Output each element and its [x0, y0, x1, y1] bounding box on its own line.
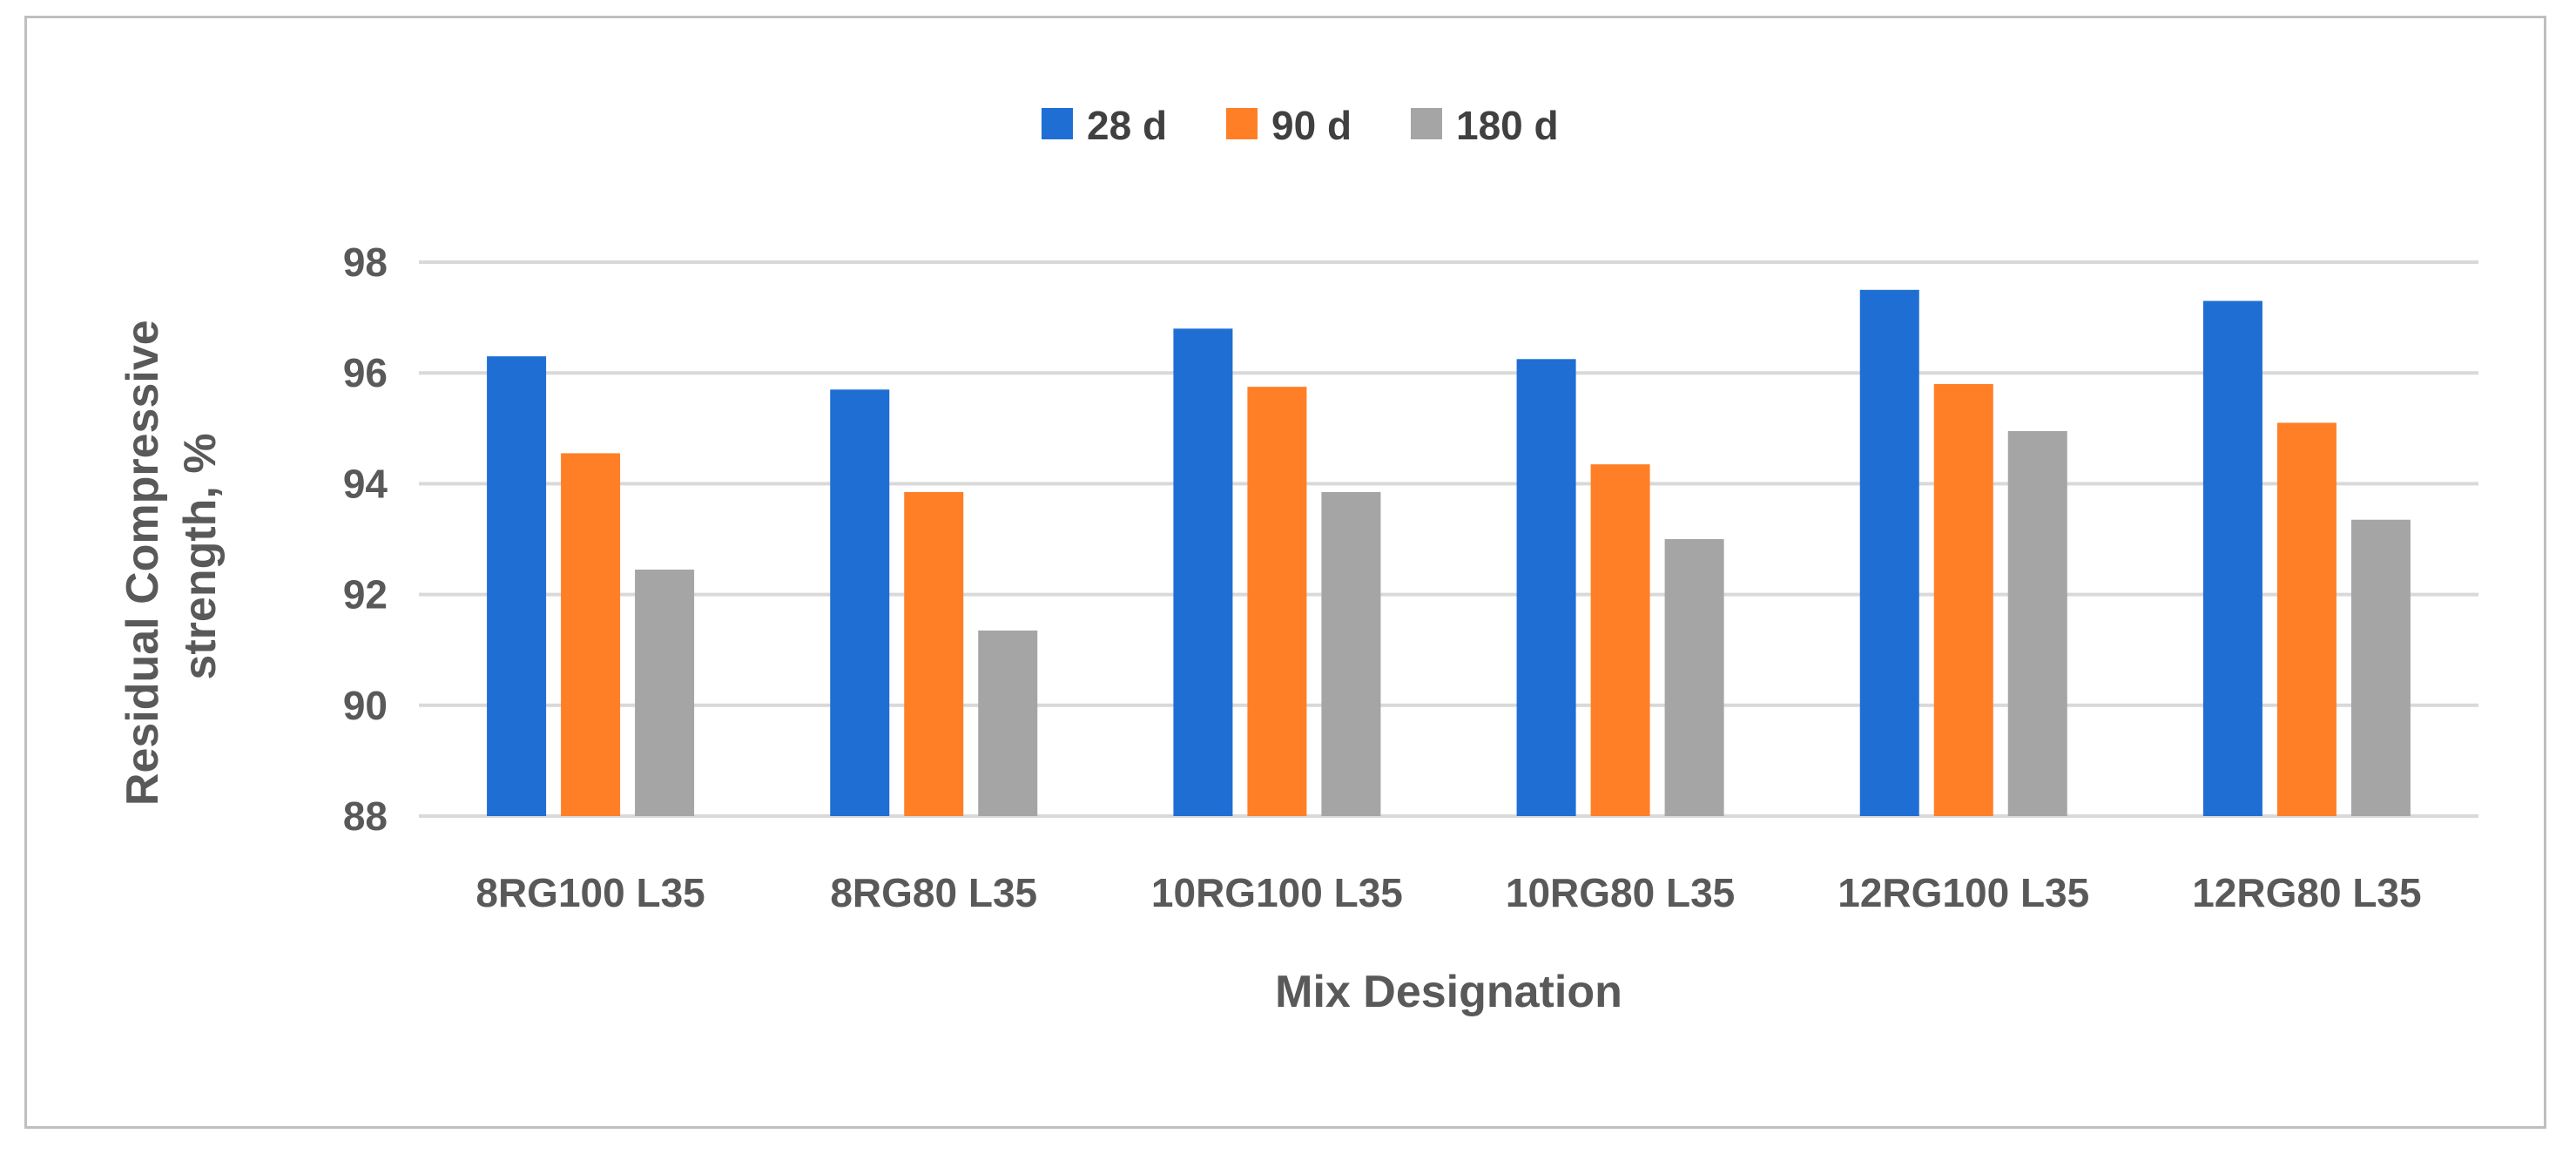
x-category-label: 10RG80 L35	[1506, 870, 1735, 915]
bar-90d-12RG100-L35	[1933, 383, 1993, 816]
bars	[487, 289, 2411, 816]
bar-28d-10RG100-L35	[1173, 328, 1233, 816]
y-tick-label: 92	[343, 572, 388, 617]
bar-180d-12RG80-L35	[2350, 519, 2411, 816]
legend-label: 28 d	[1087, 103, 1167, 148]
y-axis-title-line-2: strength, %	[175, 433, 226, 679]
chart-frame: 88 90 92 94 96 98 8RG100 L35 8RG80 L35 10RG100 …	[24, 16, 2546, 1129]
y-tick-label: 88	[343, 793, 388, 839]
bar-28d-8RG80-L35	[830, 389, 890, 816]
bar-180d-10RG100-L35	[1321, 491, 1381, 816]
bar-chart: 88 90 92 94 96 98 8RG100 L35 8RG80 L35 10RG100 …	[118, 103, 2478, 1017]
y-tick-label: 90	[343, 683, 388, 728]
x-category-label: 8RG100 L35	[475, 870, 705, 915]
x-category-label: 12RG100 L35	[1838, 870, 2089, 915]
bar-180d-8RG80-L35	[978, 630, 1038, 816]
x-category-labels: 8RG100 L35 8RG80 L35 10RG100 L35 10RG80 L35…	[475, 870, 2421, 915]
bar-28d-12RG100-L35	[1859, 289, 1919, 816]
bar-28d-10RG80-L35	[1516, 359, 1576, 816]
y-tick-label: 96	[343, 350, 388, 395]
legend-swatch-180d	[1411, 108, 1442, 139]
x-category-label: 8RG80 L35	[830, 870, 1037, 915]
bar-180d-10RG80-L35	[1664, 539, 1724, 816]
legend-swatch-28d	[1042, 108, 1073, 139]
x-axis-title: Mix Designation	[1275, 967, 1622, 1017]
legend-swatch-90d	[1226, 108, 1258, 139]
legend-label: 90 d	[1271, 103, 1352, 148]
x-category-label: 12RG80 L35	[2192, 870, 2421, 915]
bar-28d-8RG100-L35	[487, 356, 547, 816]
bar-180d-8RG100-L35	[635, 569, 695, 816]
bar-180d-12RG100-L35	[2007, 430, 2067, 816]
bar-90d-10RG100-L35	[1247, 387, 1307, 816]
legend: 28 d 90 d 180 d	[1042, 103, 1559, 148]
bar-90d-8RG100-L35	[561, 453, 621, 816]
bar-28d-12RG80-L35	[2202, 300, 2262, 816]
x-category-label: 10RG100 L35	[1151, 870, 1403, 915]
y-tick-labels: 88 90 92 94 96 98	[343, 240, 388, 839]
bar-90d-10RG80-L35	[1590, 464, 1650, 816]
legend-label: 180 d	[1456, 103, 1559, 148]
y-axis-title: Residual Compressive strength, %	[118, 307, 226, 806]
y-tick-label: 98	[343, 240, 388, 285]
y-axis-title-line-1: Residual Compressive	[118, 320, 168, 806]
y-tick-label: 94	[343, 461, 388, 506]
bar-90d-12RG80-L35	[2276, 422, 2337, 816]
gridlines	[419, 260, 2478, 818]
bar-90d-8RG80-L35	[904, 491, 964, 816]
